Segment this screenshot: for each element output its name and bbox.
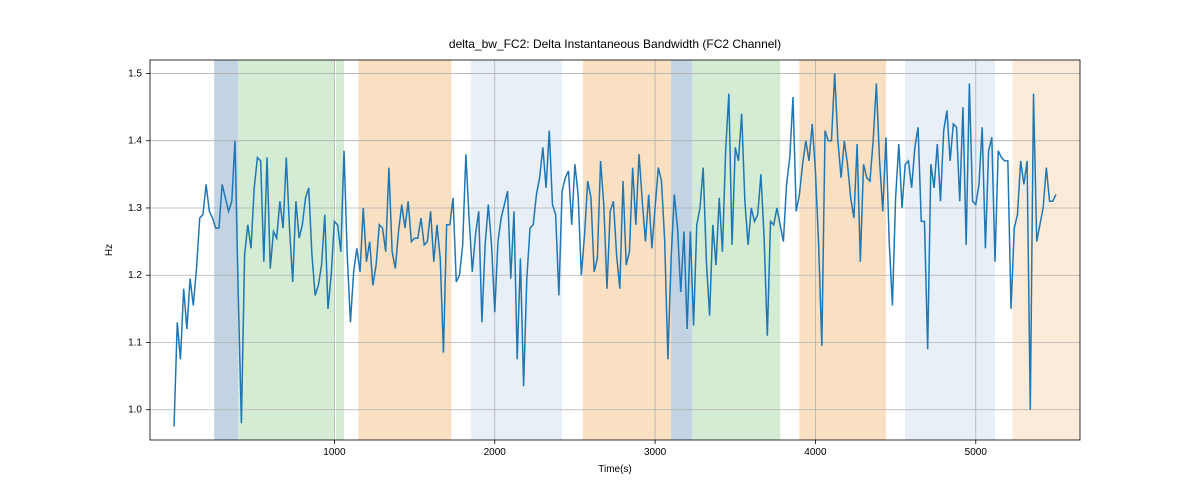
- y-tick-label: 1.0: [128, 405, 142, 416]
- x-tick-label: 2000: [484, 447, 507, 458]
- x-tick-label: 5000: [965, 447, 988, 458]
- y-axis-label: Hz: [104, 244, 115, 256]
- x-tick-label: 4000: [804, 447, 827, 458]
- shaded-band: [583, 60, 671, 440]
- shaded-band: [692, 60, 780, 440]
- shaded-band: [214, 60, 238, 440]
- shaded-band: [799, 60, 886, 440]
- y-tick-label: 1.5: [128, 68, 142, 79]
- chart-title: delta_bw_FC2: Delta Instantaneous Bandwi…: [449, 37, 781, 51]
- shaded-band: [671, 60, 692, 440]
- shaded-band: [238, 60, 334, 440]
- shaded-band: [1013, 60, 1080, 440]
- y-tick-label: 1.3: [128, 203, 142, 214]
- x-tick-label: 1000: [323, 447, 346, 458]
- shaded-band: [358, 60, 451, 440]
- y-tick-label: 1.4: [128, 136, 142, 147]
- x-tick-label: 3000: [644, 447, 667, 458]
- shaded-band: [905, 60, 995, 440]
- y-tick-label: 1.1: [128, 337, 142, 348]
- x-axis-label: Time(s): [598, 464, 632, 475]
- y-tick-label: 1.2: [128, 270, 142, 281]
- chart-container: 1000 2000 3000 4000 5000 1.0 1.1 1.2 1.3 1.4 1.5 Ti…: [0, 0, 1200, 500]
- line-chart: 1000 2000 3000 4000 5000 1.0 1.1 1.2 1.3 1.4 1.5 Ti…: [0, 0, 1200, 500]
